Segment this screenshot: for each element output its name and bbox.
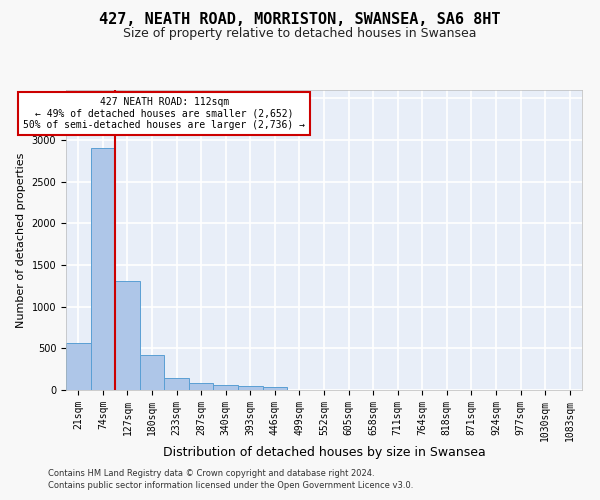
Bar bbox=[115, 281, 140, 390]
Bar bbox=[214, 385, 238, 390]
Bar bbox=[164, 378, 189, 390]
Bar bbox=[189, 384, 214, 390]
Bar bbox=[263, 386, 287, 390]
Text: Contains public sector information licensed under the Open Government Licence v3: Contains public sector information licen… bbox=[48, 481, 413, 490]
Y-axis label: Number of detached properties: Number of detached properties bbox=[16, 152, 26, 328]
Bar bbox=[91, 148, 115, 390]
Bar bbox=[238, 386, 263, 390]
X-axis label: Distribution of detached houses by size in Swansea: Distribution of detached houses by size … bbox=[163, 446, 485, 460]
Text: Size of property relative to detached houses in Swansea: Size of property relative to detached ho… bbox=[123, 28, 477, 40]
Text: 427, NEATH ROAD, MORRISTON, SWANSEA, SA6 8HT: 427, NEATH ROAD, MORRISTON, SWANSEA, SA6… bbox=[99, 12, 501, 28]
Bar bbox=[140, 356, 164, 390]
Bar bbox=[66, 342, 91, 390]
Text: Contains HM Land Registry data © Crown copyright and database right 2024.: Contains HM Land Registry data © Crown c… bbox=[48, 468, 374, 477]
Text: 427 NEATH ROAD: 112sqm
← 49% of detached houses are smaller (2,652)
50% of semi-: 427 NEATH ROAD: 112sqm ← 49% of detached… bbox=[23, 96, 305, 130]
